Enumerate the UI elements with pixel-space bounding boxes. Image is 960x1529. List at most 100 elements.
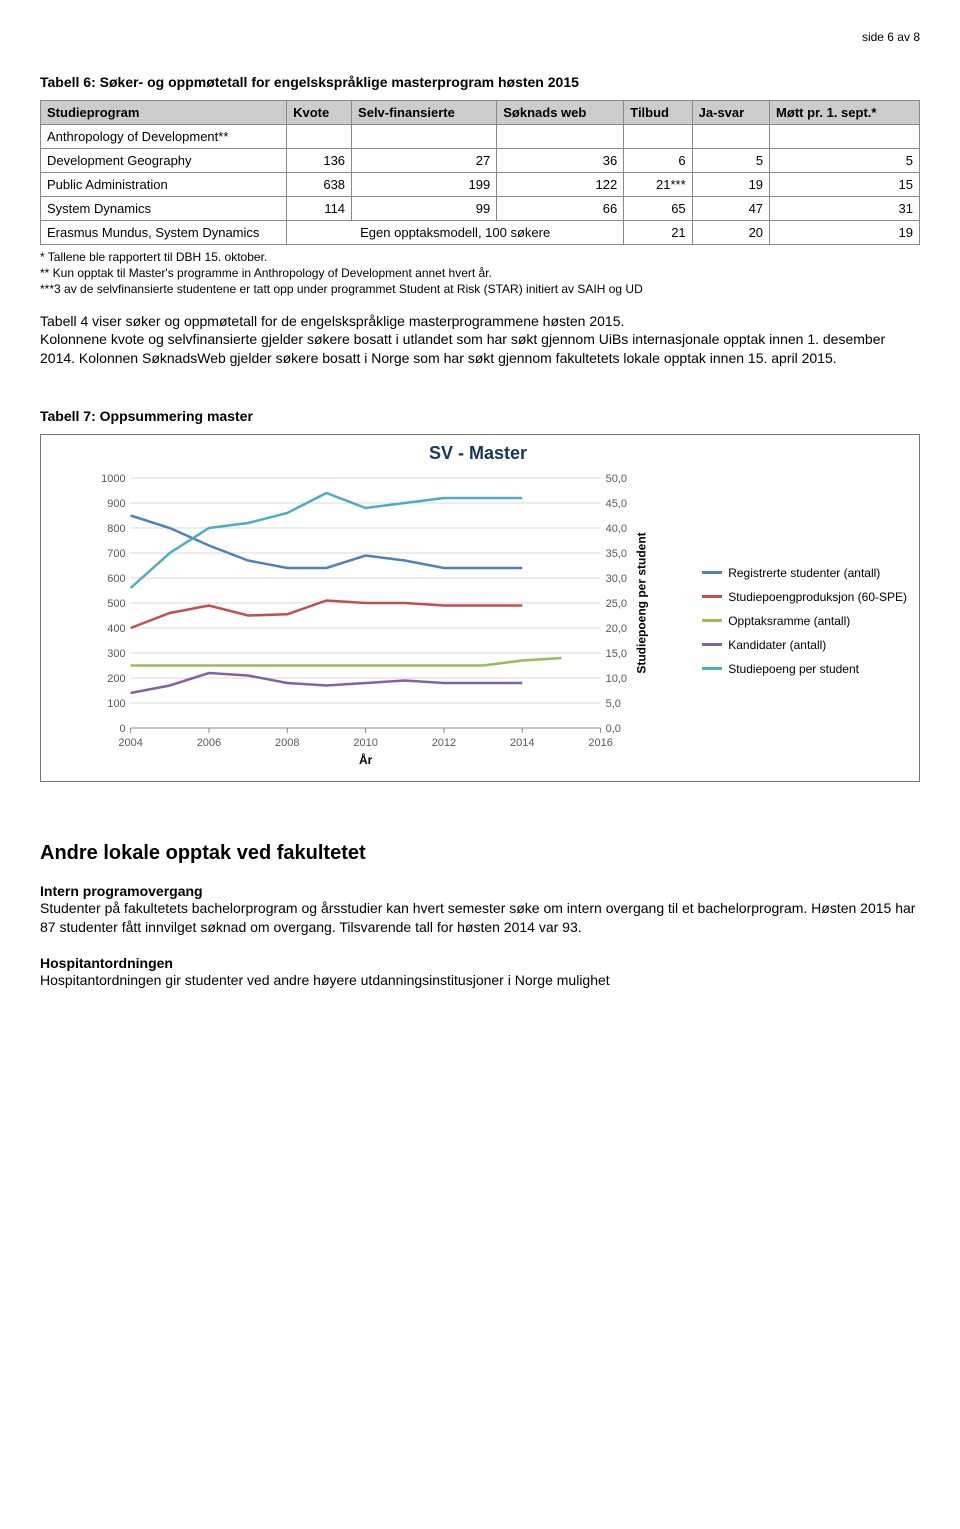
legend-item: Studiepoengproduksjon (60-SPE) [702, 590, 907, 604]
svg-text:35,0: 35,0 [606, 548, 627, 560]
legend-swatch [702, 571, 722, 574]
svg-text:700: 700 [107, 548, 125, 560]
table-cell: 66 [497, 197, 624, 221]
svg-text:1000: 1000 [101, 473, 125, 485]
table-header: Studieprogram [41, 101, 287, 125]
table-cell [352, 125, 497, 149]
paragraph-1: Tabell 4 viser søker og oppmøtetall for … [40, 312, 920, 331]
table-cell: 19 [770, 221, 920, 245]
row-label: Anthropology of Development** [41, 125, 287, 149]
svg-text:2010: 2010 [353, 737, 377, 749]
sub1-title: Intern programovergang [40, 883, 920, 899]
svg-text:2008: 2008 [275, 737, 299, 749]
table-cell [624, 125, 692, 149]
svg-text:Studiepoeng per student: Studiepoeng per student [635, 533, 649, 674]
table-cell: 36 [497, 149, 624, 173]
line-chart: 010020030040050060070080090010000,05,010… [49, 468, 692, 773]
legend-swatch [702, 667, 722, 670]
legend-swatch [702, 595, 722, 598]
table7-title: Tabell 7: Oppsummering master [40, 408, 920, 424]
svg-text:0: 0 [119, 723, 125, 735]
table-cell: 114 [287, 197, 352, 221]
legend-label: Registrerte studenter (antall) [728, 566, 880, 580]
footnote: ***3 av de selvfinansierte studentene er… [40, 281, 920, 297]
sub2-body: Hospitantordningen gir studenter ved and… [40, 971, 920, 990]
svg-text:50,0: 50,0 [606, 473, 627, 485]
table-cell: 199 [352, 173, 497, 197]
table-cell [692, 125, 769, 149]
sub2-title: Hospitantordningen [40, 955, 920, 971]
svg-text:0,0: 0,0 [606, 723, 621, 735]
svg-text:900: 900 [107, 498, 125, 510]
legend-label: Kandidater (antall) [728, 638, 826, 652]
svg-text:800: 800 [107, 523, 125, 535]
table-cell: 99 [352, 197, 497, 221]
paragraph-2: Kolonnene kvote og selvfinansierte gjeld… [40, 330, 920, 368]
svg-text:45,0: 45,0 [606, 498, 627, 510]
svg-text:600: 600 [107, 573, 125, 585]
table-header: Ja-svar [692, 101, 769, 125]
table-cell: 15 [770, 173, 920, 197]
table-cell: 31 [770, 197, 920, 221]
legend-item: Kandidater (antall) [702, 638, 907, 652]
footnote: ** Kun opptak til Master's programme in … [40, 265, 920, 281]
sub1-body: Studenter på fakultetets bachelorprogram… [40, 899, 920, 937]
legend-label: Opptaksramme (antall) [728, 614, 850, 628]
svg-text:200: 200 [107, 673, 125, 685]
table6-title: Tabell 6: Søker- og oppmøtetall for enge… [40, 74, 920, 90]
svg-text:500: 500 [107, 598, 125, 610]
svg-text:2016: 2016 [588, 737, 612, 749]
svg-text:2004: 2004 [118, 737, 142, 749]
svg-text:15,0: 15,0 [606, 648, 627, 660]
table-header: Søknads web [497, 101, 624, 125]
svg-text:10,0: 10,0 [606, 673, 627, 685]
table-row: Erasmus Mundus, System DynamicsEgen oppt… [41, 221, 920, 245]
table-row: System Dynamics1149966654731 [41, 197, 920, 221]
chart-title: SV - Master [49, 443, 907, 464]
table-row: Development Geography1362736655 [41, 149, 920, 173]
svg-text:2012: 2012 [432, 737, 456, 749]
table-cell [770, 125, 920, 149]
table6: StudieprogramKvoteSelv-finansierteSøknad… [40, 100, 920, 245]
chart-legend: Registrerte studenter (antall) Studiepoen… [692, 468, 907, 773]
svg-text:20,0: 20,0 [606, 623, 627, 635]
merged-cell: Egen opptaksmodell, 100 søkere [287, 221, 624, 245]
legend-item: Registrerte studenter (antall) [702, 566, 907, 580]
table6-footnotes: * Tallene ble rapportert til DBH 15. okt… [40, 249, 920, 298]
svg-text:40,0: 40,0 [606, 523, 627, 535]
legend-swatch [702, 643, 722, 646]
section-heading: Andre lokale opptak ved fakultetet [40, 842, 920, 865]
table-cell: 638 [287, 173, 352, 197]
table-cell [497, 125, 624, 149]
table-cell: 27 [352, 149, 497, 173]
table-header: Kvote [287, 101, 352, 125]
chart-container: SV - Master 0 100 200 300 400 500 600 700 800 900… [40, 434, 920, 782]
row-label: Erasmus Mundus, System Dynamics [41, 221, 287, 245]
row-label: Development Geography [41, 149, 287, 173]
table-row: Public Administration63819912221***1915 [41, 173, 920, 197]
row-label: System Dynamics [41, 197, 287, 221]
table-cell: 65 [624, 197, 692, 221]
table-cell: 136 [287, 149, 352, 173]
legend-label: Studiepoengproduksjon (60-SPE) [728, 590, 907, 604]
table-cell: 6 [624, 149, 692, 173]
table-cell: 122 [497, 173, 624, 197]
table-cell: 21*** [624, 173, 692, 197]
table-header: Tilbud [624, 101, 692, 125]
table-cell: 21 [624, 221, 692, 245]
svg-text:100: 100 [107, 698, 125, 710]
svg-text:2014: 2014 [510, 737, 534, 749]
table-cell: 5 [770, 149, 920, 173]
table-header: Selv-finansierte [352, 101, 497, 125]
legend-label: Studiepoeng per student [728, 662, 859, 676]
svg-text:400: 400 [107, 623, 125, 635]
svg-text:300: 300 [107, 648, 125, 660]
legend-item: Studiepoeng per student [702, 662, 907, 676]
table-cell: 19 [692, 173, 769, 197]
table-row: Anthropology of Development** [41, 125, 920, 149]
page-number: side 6 av 8 [40, 30, 920, 44]
footnote: * Tallene ble rapportert til DBH 15. okt… [40, 249, 920, 265]
row-label: Public Administration [41, 173, 287, 197]
table-cell: 20 [692, 221, 769, 245]
svg-text:År: År [359, 752, 373, 767]
